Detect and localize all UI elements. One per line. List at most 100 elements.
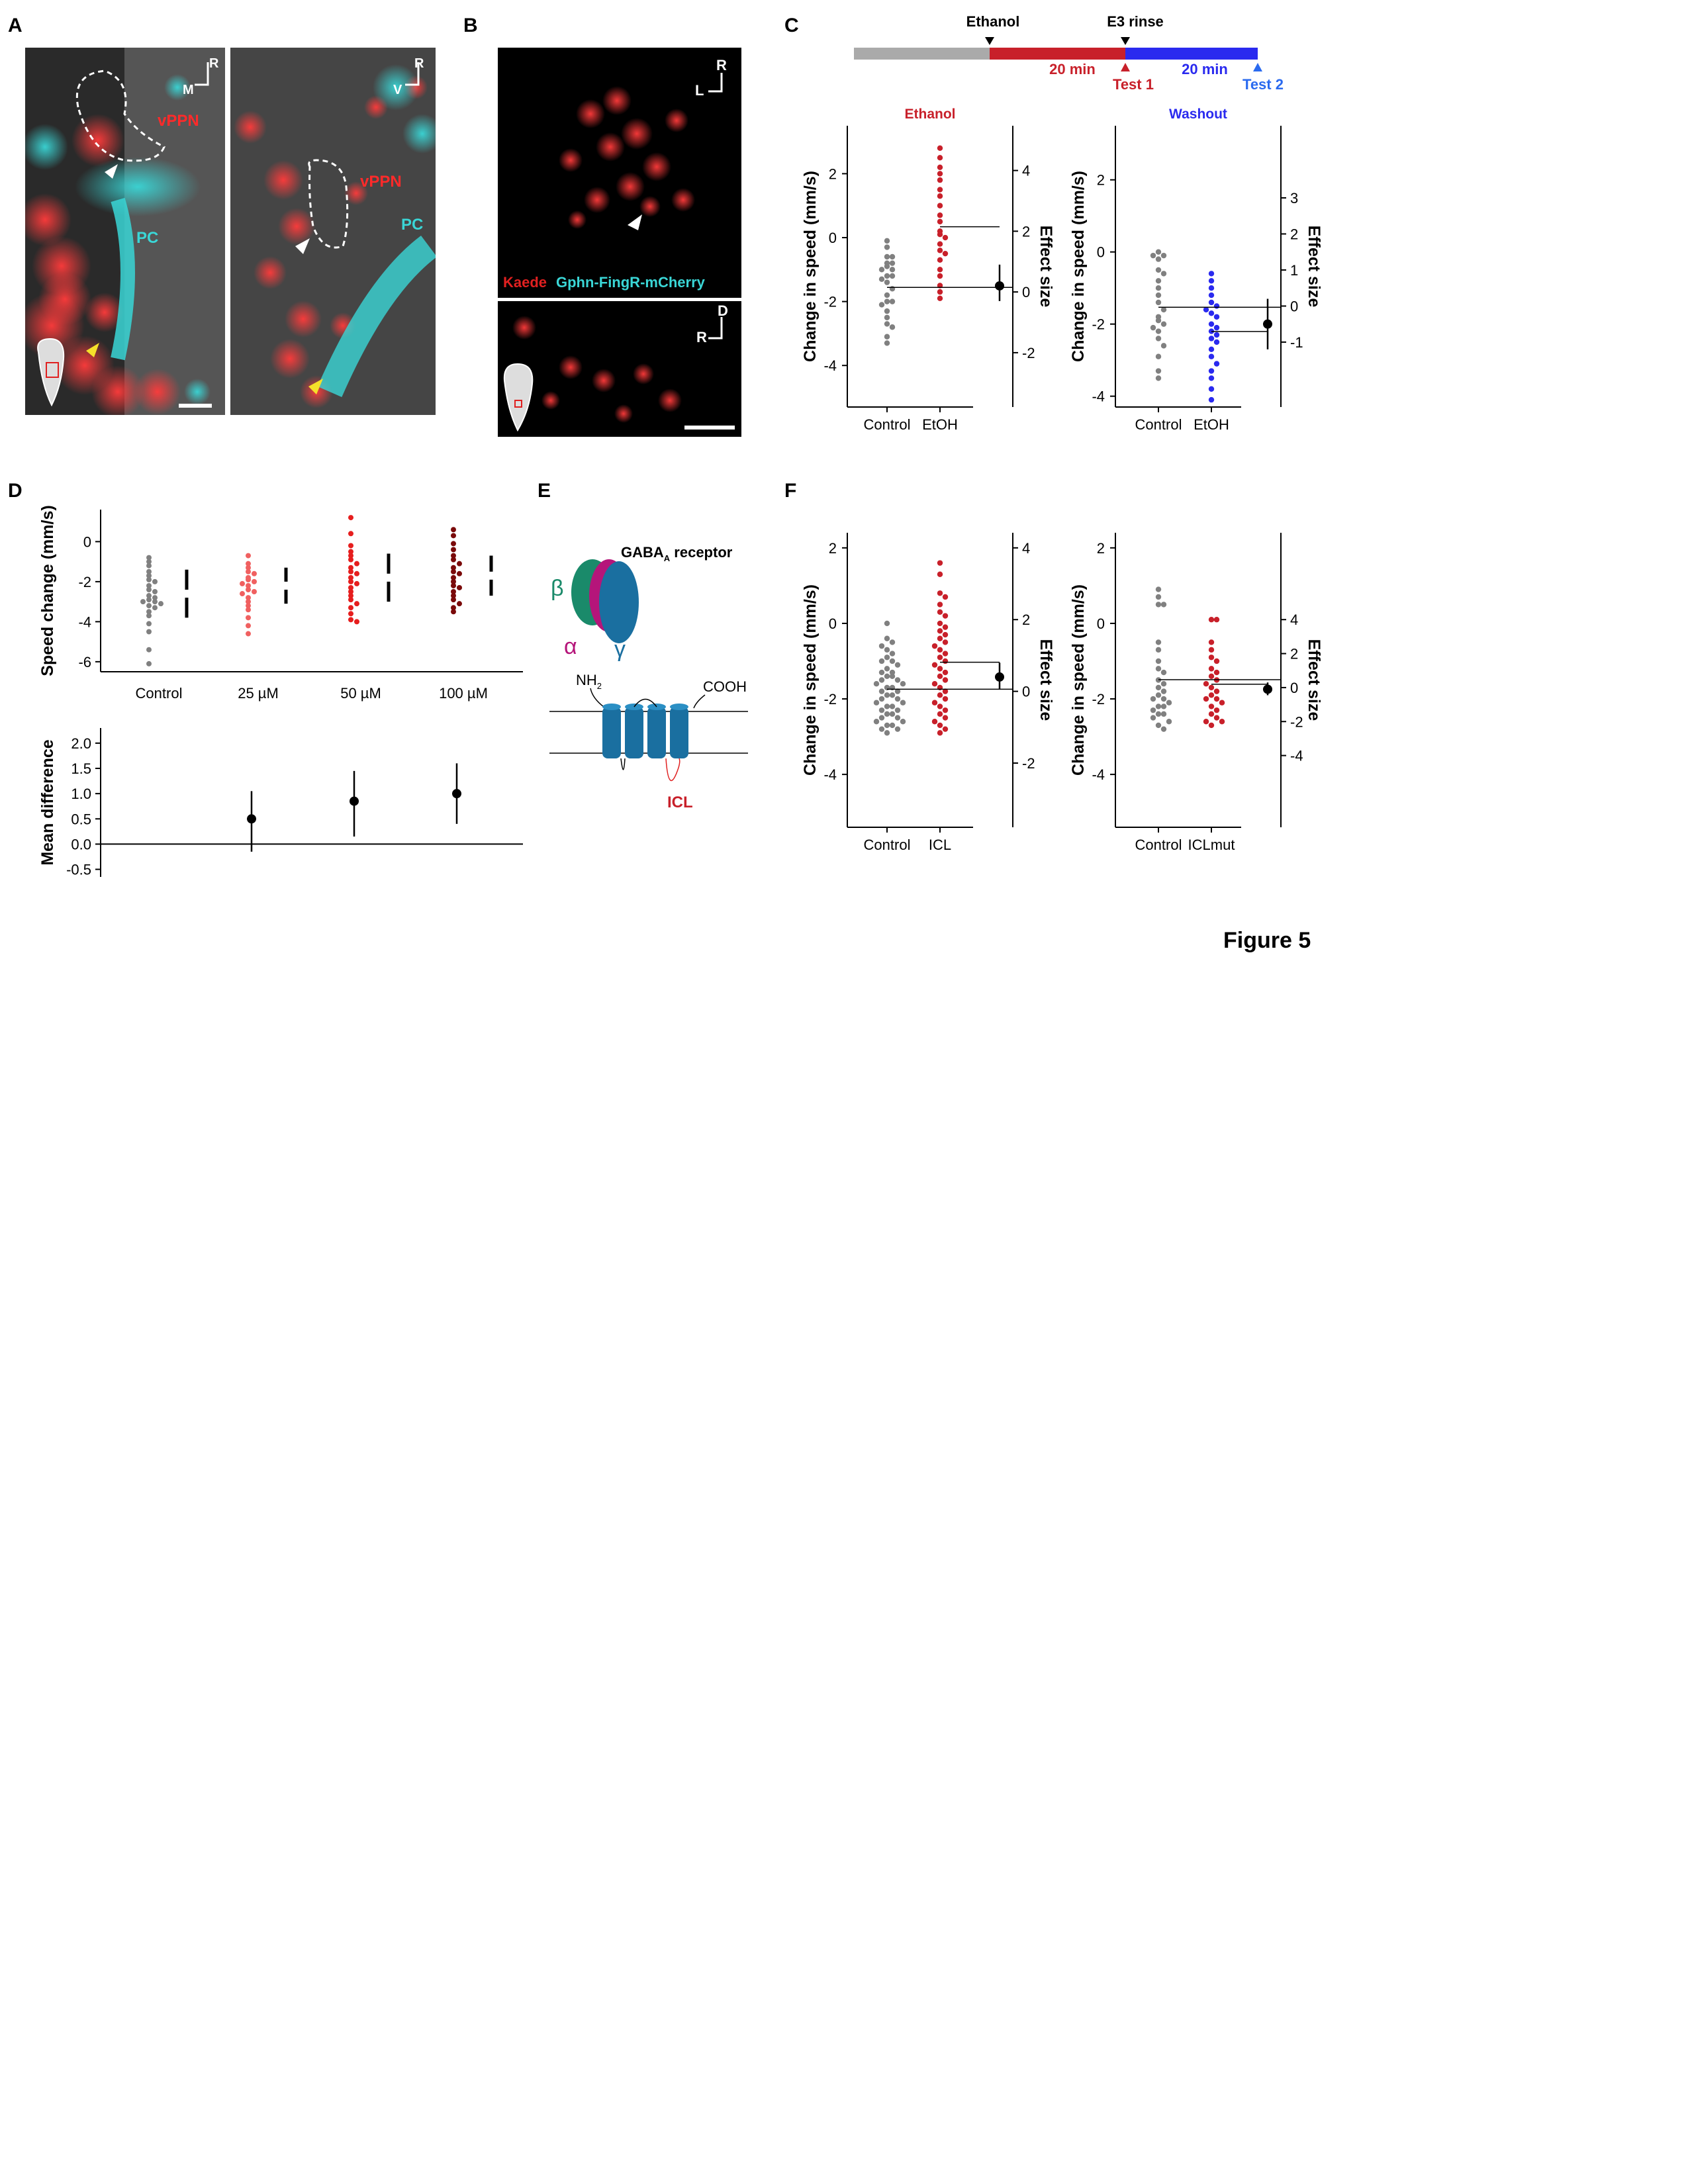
ethanol-marker-label: Ethanol	[966, 13, 1020, 30]
data-point	[878, 677, 885, 683]
effect-point	[1263, 319, 1272, 329]
data-point	[1213, 696, 1220, 702]
svg-text:R: R	[209, 56, 219, 71]
data-point	[937, 193, 943, 199]
chart-d-dose: 0 -2 -4 -6 Speed change (mm/s) Control 25 µM 50…	[38, 505, 523, 702]
duration-2: 20 min	[1182, 61, 1228, 77]
data-point	[884, 722, 890, 729]
data-point	[931, 700, 938, 705]
alpha-label: α	[564, 634, 577, 659]
vppn-label: vPPN	[158, 112, 199, 130]
fish-outline-icon	[37, 338, 65, 407]
x-tick-label: EtOH	[1194, 416, 1229, 433]
y2-tick-label: 2	[1290, 226, 1298, 242]
y2-tick-label: 0	[1290, 680, 1298, 696]
x-tick-label: 25 µM	[238, 685, 279, 702]
y2-tick-label: 4	[1290, 612, 1298, 628]
cooh-label: COOH	[703, 678, 747, 695]
data-point	[1155, 249, 1162, 255]
white-arrowhead-icon	[105, 164, 118, 179]
y-tick-label: -6	[78, 654, 91, 670]
data-point	[937, 673, 943, 679]
data-point	[451, 593, 456, 599]
y-axis-label: Change in speed (mm/s)	[801, 171, 820, 362]
data-point	[146, 555, 152, 561]
y-tick-label: -4	[1092, 766, 1105, 783]
icl-label: ICL	[667, 794, 693, 811]
data-point	[942, 594, 949, 600]
down-triangle-icon	[985, 37, 994, 45]
data-point	[937, 248, 943, 253]
y-tick-label: 0.0	[71, 836, 91, 852]
orientation-marker: R V	[393, 56, 424, 97]
data-point	[1219, 719, 1225, 725]
data-point	[1203, 696, 1209, 702]
data-point	[937, 692, 943, 698]
test-2-label: Test 2	[1243, 76, 1284, 93]
data-point	[931, 662, 938, 668]
data-point	[937, 289, 943, 295]
y-tick-label: -4	[823, 357, 837, 374]
y-tick-label: -2	[1092, 316, 1105, 333]
data-point	[354, 561, 359, 567]
y2-tick-label: 3	[1290, 190, 1298, 206]
data-point	[146, 613, 152, 619]
pc-label: PC	[401, 216, 423, 234]
data-point	[1155, 375, 1162, 381]
y2-tick-label: -2	[1022, 755, 1035, 772]
y-tick-label: 0	[829, 615, 837, 632]
data-point	[146, 559, 152, 565]
data-point	[889, 298, 896, 304]
data-point	[937, 602, 943, 608]
data-point	[889, 273, 896, 279]
data-point	[1208, 375, 1215, 381]
panel-letter-a: A	[8, 15, 23, 36]
data-point	[942, 639, 949, 645]
data-point	[937, 257, 943, 263]
data-point	[1160, 252, 1167, 259]
y-tick-label: -2	[823, 294, 837, 310]
data-point	[451, 541, 456, 547]
data-point	[252, 570, 257, 576]
receptor-title: GABAA receptor	[621, 544, 733, 563]
data-point	[348, 597, 353, 603]
data-point	[889, 711, 896, 717]
data-point	[894, 696, 901, 702]
data-point	[1208, 386, 1215, 392]
data-point	[146, 576, 152, 582]
data-point	[1150, 324, 1156, 331]
data-point	[1150, 696, 1156, 702]
data-point	[884, 704, 890, 709]
data-point	[1213, 314, 1220, 320]
data-point	[354, 570, 359, 576]
data-point	[1155, 368, 1162, 374]
data-point	[937, 212, 943, 218]
data-point	[246, 595, 251, 601]
panel-letter-f: F	[784, 480, 797, 502]
data-point	[942, 677, 949, 683]
data-point	[937, 267, 943, 273]
data-point	[457, 561, 462, 567]
data-point	[1155, 336, 1162, 341]
y-axis-label: Change in speed (mm/s)	[1069, 171, 1088, 362]
mean-diff-point	[350, 796, 359, 806]
data-point	[152, 599, 158, 605]
data-point	[1208, 353, 1215, 359]
data-point	[451, 533, 456, 539]
data-point	[146, 609, 152, 615]
data-point	[884, 244, 890, 250]
data-point	[1155, 256, 1162, 262]
data-point	[1160, 711, 1167, 717]
svg-text:L: L	[695, 82, 704, 99]
pc-label: PC	[136, 229, 158, 247]
data-point	[878, 707, 885, 713]
icl-loop	[665, 758, 680, 782]
data-point	[348, 569, 353, 574]
down-triangle-icon	[1121, 37, 1130, 45]
mean-diff-point	[452, 789, 461, 799]
y2-tick-label: 0	[1022, 284, 1030, 300]
data-point	[1160, 681, 1167, 687]
data-point	[878, 267, 885, 273]
data-point	[451, 589, 456, 595]
data-point	[451, 582, 456, 588]
